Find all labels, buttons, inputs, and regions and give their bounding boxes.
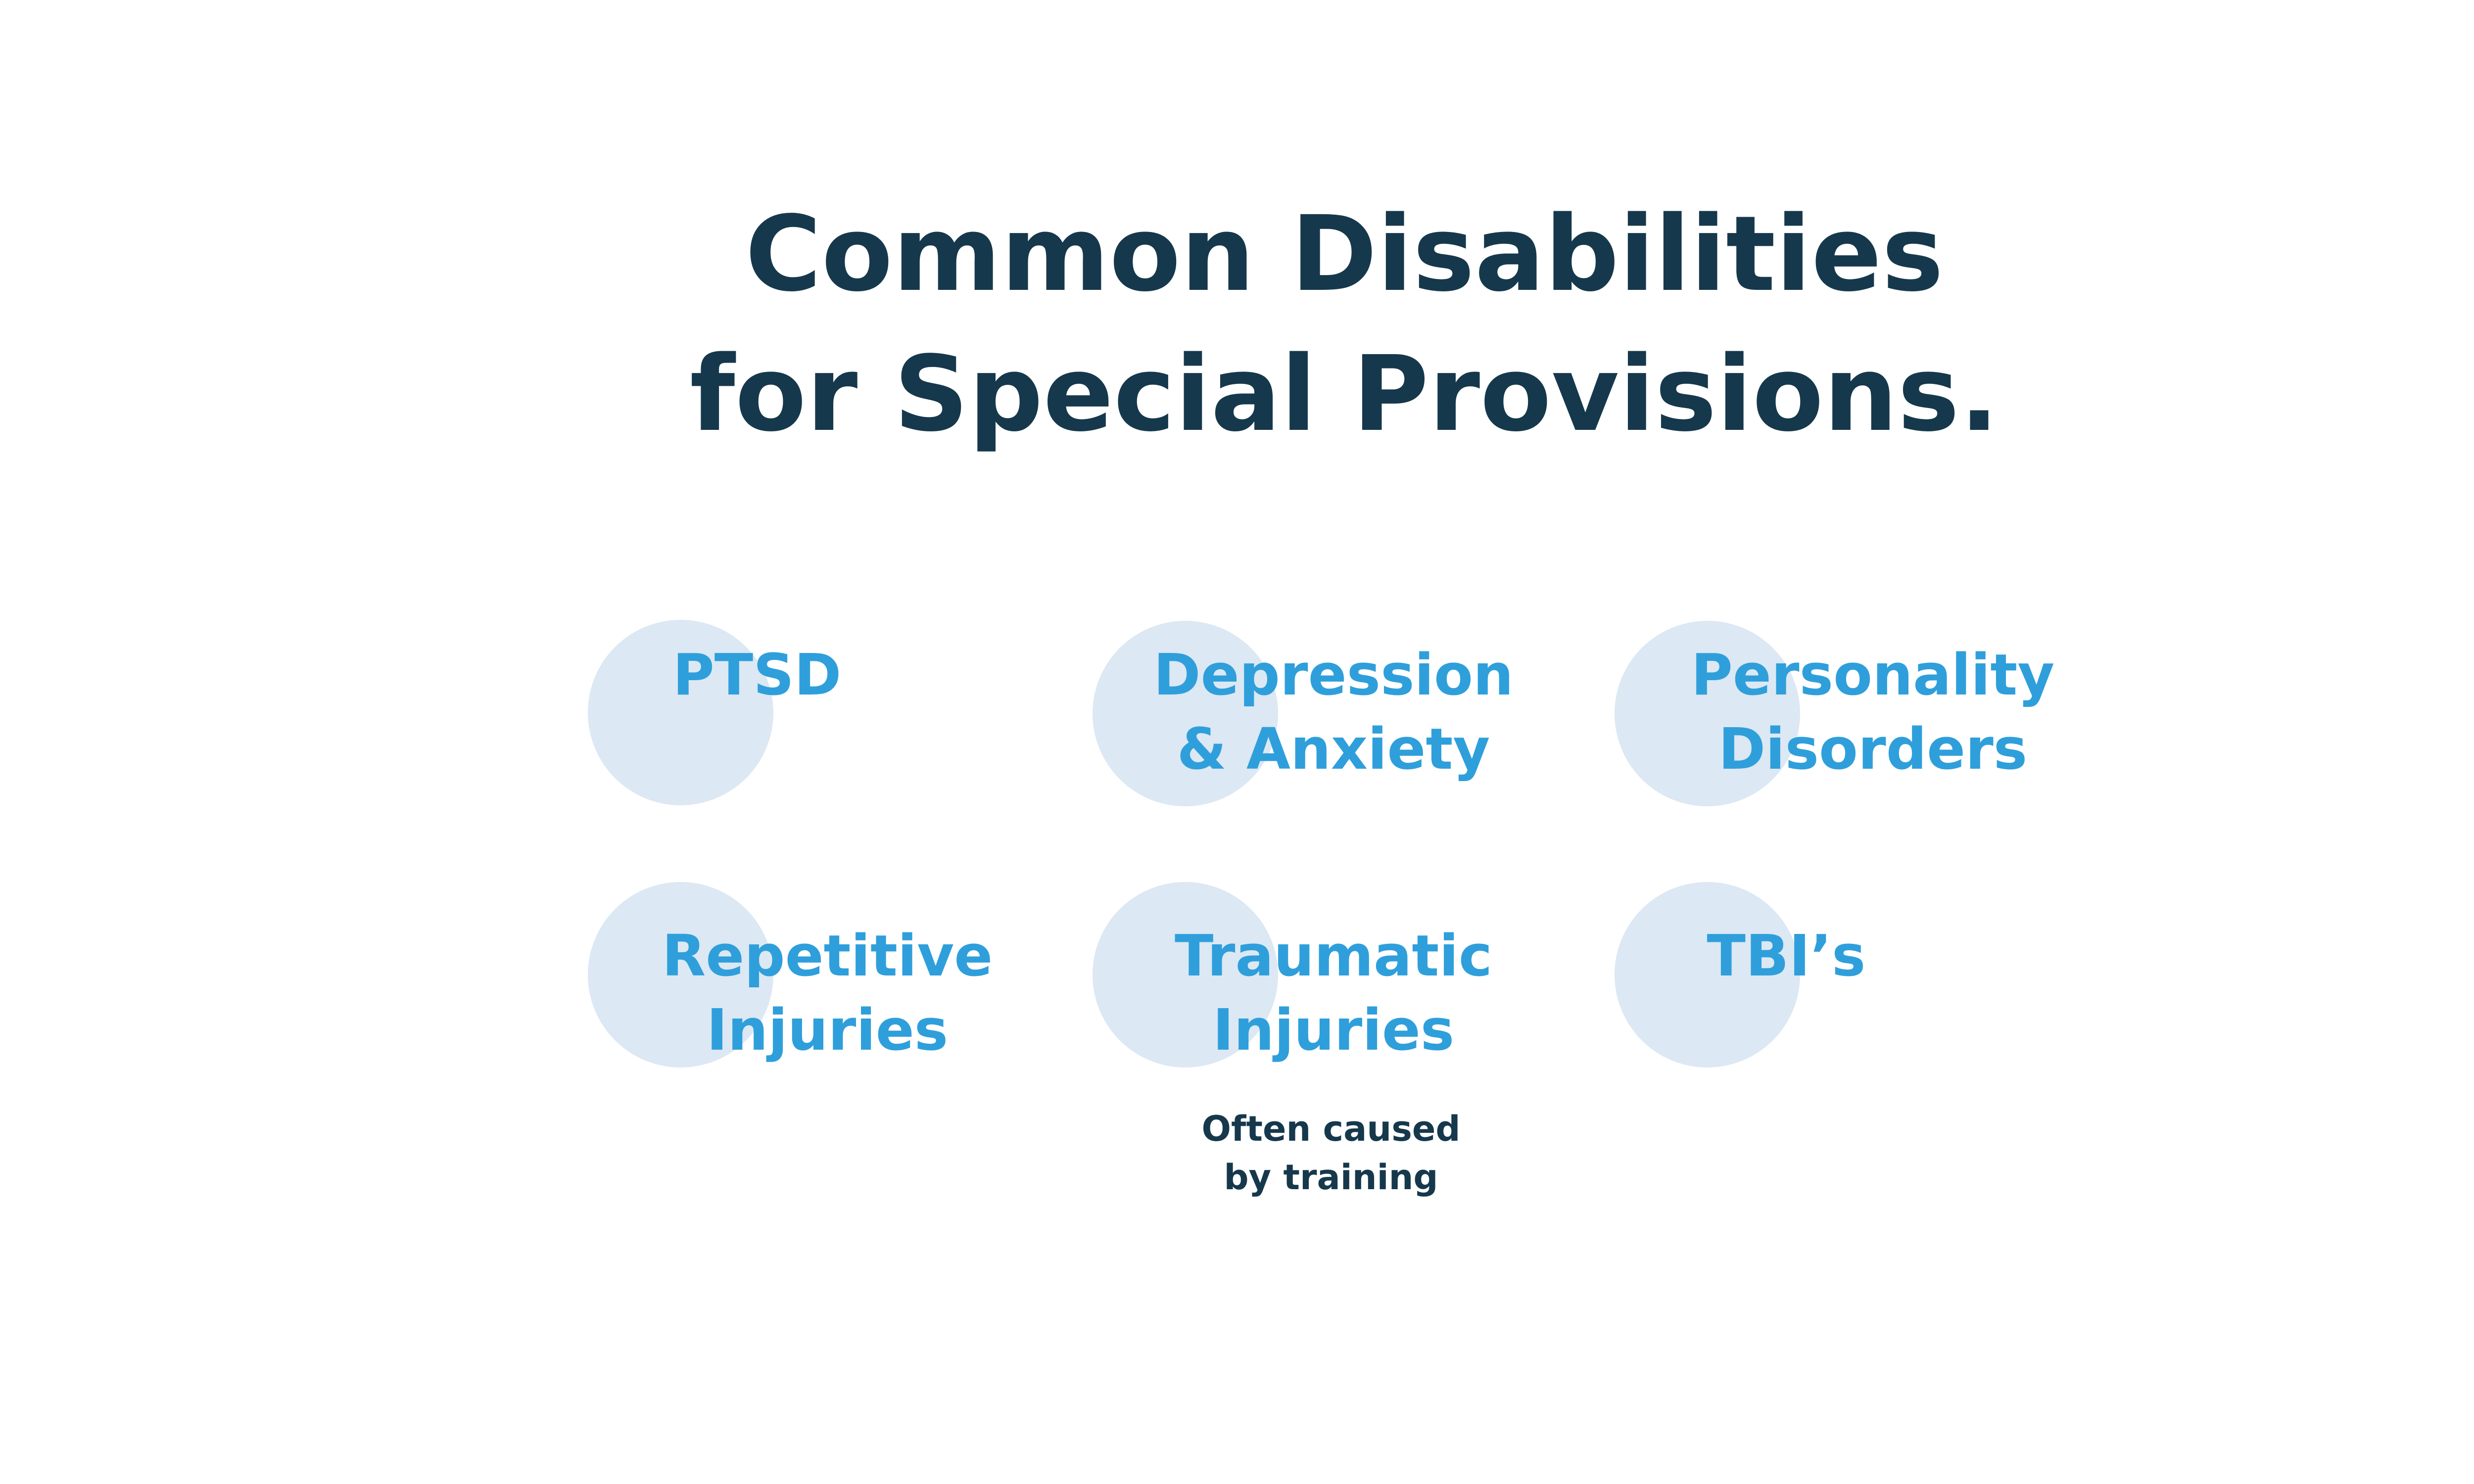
item-label-repetitive-injuries-line-2: Injuries <box>706 997 949 1064</box>
item-label-tbis-line-1: TBI’s <box>1707 923 1866 989</box>
item-note-traumatic-injuries: Often caused by training <box>1202 1105 1461 1202</box>
item-label-depression-anxiety: Depression & Anxiety <box>1153 638 1514 787</box>
item-label-personality-disorders-line-2: Disorders <box>1718 716 2028 783</box>
item-label-repetitive-injuries-line-1: Repetitive <box>662 923 993 989</box>
item-label-depression-anxiety-line-1: Depression <box>1153 642 1514 708</box>
page-title-line-2: for Special Provisions. <box>690 333 1999 455</box>
item-label-ptsd-line-1: PTSD <box>672 642 842 708</box>
item-label-repetitive-injuries: Repetitive Injuries <box>662 919 993 1067</box>
decorative-circle-tbis <box>1615 882 1800 1067</box>
decorative-circle-repetitive-injuries <box>588 882 773 1067</box>
decorative-circle-depression-anxiety <box>1093 621 1278 806</box>
item-label-tbis: TBI’s <box>1707 919 1865 993</box>
item-label-personality-disorders: Personality Disorders <box>1691 638 2055 787</box>
item-label-traumatic-injuries-line-2: Injuries <box>1212 997 1455 1064</box>
item-note-traumatic-injuries-line-2: by training <box>1224 1157 1438 1198</box>
item-label-depression-anxiety-line-2: & Anxiety <box>1177 716 1490 783</box>
item-label-personality-disorders-line-1: Personality <box>1691 642 2055 708</box>
decorative-circle-traumatic-injuries <box>1093 882 1278 1067</box>
decorative-circle-ptsd <box>588 620 773 805</box>
item-label-traumatic-injuries: Traumatic Injuries <box>1175 919 1492 1067</box>
item-label-ptsd: PTSD <box>672 638 841 712</box>
page-title: Common Disabilities for Special Provisio… <box>25 184 2474 464</box>
decorative-circle-personality-disorders <box>1615 621 1800 806</box>
item-note-traumatic-injuries-line-1: Often caused <box>1201 1109 1461 1149</box>
item-label-traumatic-injuries-line-1: Traumatic <box>1175 923 1492 989</box>
page-title-line-1: Common Disabilities <box>745 193 1944 315</box>
